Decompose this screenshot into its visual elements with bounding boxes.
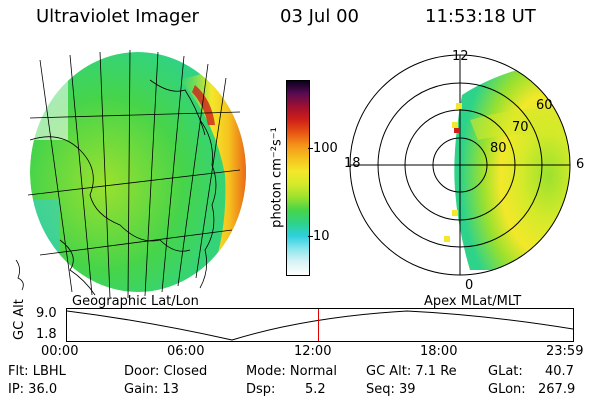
tick-1800: 18:00: [420, 344, 458, 359]
tick-0600: 06:00: [167, 344, 205, 359]
colorbar-label-10: 10: [313, 229, 330, 244]
colorbar-tick-10: [308, 236, 313, 237]
date-label: 03 Jul 00: [280, 6, 359, 27]
mlat-label-80: 80: [490, 141, 507, 156]
filter-info: Flt: LBHL: [8, 364, 66, 379]
seq-info: Seq: 39: [366, 382, 416, 397]
colorbar-tick-100: [308, 148, 313, 149]
mlt-label-0: 0: [465, 278, 474, 293]
time-label: 11:53:18 UT: [425, 6, 536, 27]
tick-0000: 00:00: [41, 344, 79, 359]
instrument-title: Ultraviolet Imager: [36, 6, 199, 27]
glon-value: 267.9: [538, 382, 576, 397]
glon-label: GLon:: [488, 382, 526, 397]
gcalt-info: GC Alt: 7.1 Re: [366, 364, 457, 379]
apex-label: Apex MLat/MLT: [424, 294, 522, 309]
ip-info: IP: 36.0: [8, 382, 58, 397]
mlat-label-60: 60: [536, 98, 553, 113]
colorbar-label-100: 100: [313, 141, 338, 156]
glat-value: 40.7: [545, 364, 574, 379]
timeline-ymax: 9.0: [36, 306, 57, 321]
mode-info: Mode: Normal: [246, 364, 337, 379]
tick-2359: 23:59: [546, 344, 584, 359]
mlt-label-18: 18: [344, 156, 361, 171]
mlt-label-12: 12: [452, 49, 469, 64]
dsp-label: Dsp:: [246, 382, 276, 397]
geographic-image: [30, 52, 246, 292]
timeline-axis-label: GC Alt: [12, 299, 27, 340]
geographic-grid: [15, 49, 241, 299]
timeline-ymin: 1.8: [36, 327, 57, 342]
geographic-label: Geographic Lat/Lon: [72, 294, 199, 309]
current-time-marker: [317, 309, 319, 341]
polar-plot: [349, 54, 571, 276]
dsp-value: 5.2: [305, 382, 326, 397]
colorbar-units: photon cm⁻²s⁻¹: [269, 127, 285, 228]
door-info: Door: Closed: [124, 364, 208, 379]
glat-label: GLat:: [488, 364, 523, 379]
color-bar: [286, 80, 310, 276]
mlt-label-6: 6: [576, 157, 585, 172]
altitude-curve: [67, 310, 573, 341]
timeline-plot: [66, 308, 574, 342]
tick-1200: 12:00: [294, 344, 332, 359]
mlat-label-70: 70: [512, 120, 529, 135]
gain-info: Gain: 13: [124, 382, 179, 397]
